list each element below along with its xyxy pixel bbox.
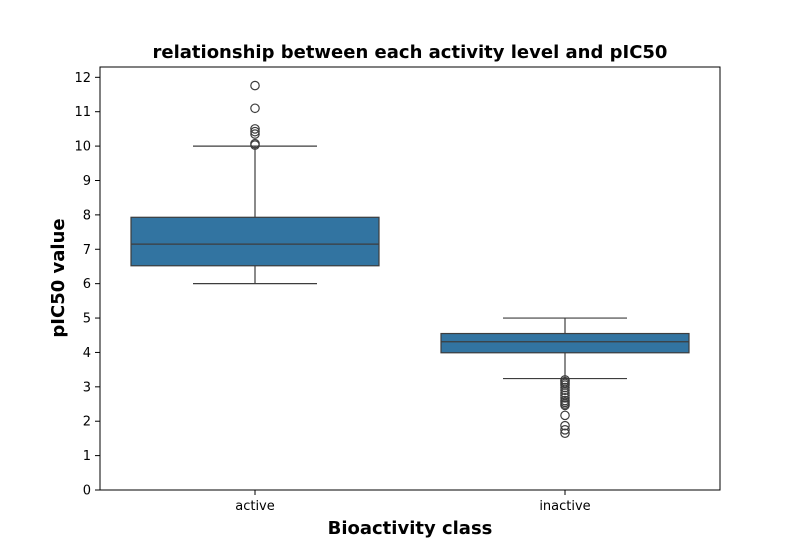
outlier-point bbox=[250, 129, 260, 139]
outlier-point bbox=[250, 80, 260, 91]
y-tick-label: 3 bbox=[83, 380, 91, 395]
outlier-point bbox=[560, 400, 570, 411]
plot-frame bbox=[99, 66, 721, 491]
y-tick-label: 1 bbox=[83, 449, 91, 464]
y-tick-label: 2 bbox=[83, 415, 91, 430]
outlier-point bbox=[250, 126, 260, 137]
outlier-point bbox=[560, 385, 570, 396]
y-tick-label: 8 bbox=[83, 208, 91, 223]
outlier-point bbox=[560, 428, 570, 439]
outlier-point bbox=[560, 410, 570, 421]
y-tick-label: 11 bbox=[74, 105, 91, 120]
x-axis: active inactive bbox=[235, 490, 591, 514]
outlier-point bbox=[560, 393, 570, 403]
x-tick-label: inactive bbox=[539, 499, 590, 514]
box-inactive bbox=[440, 317, 690, 439]
y-tick-label: 12 bbox=[74, 71, 91, 86]
y-axis-label: pIC50 value bbox=[48, 218, 69, 337]
iqr-box bbox=[130, 216, 380, 267]
y-tick-label: 5 bbox=[83, 312, 91, 327]
box-active bbox=[130, 80, 380, 285]
y-tick-label: 6 bbox=[83, 277, 91, 292]
y-tick-label: 10 bbox=[74, 140, 91, 155]
chart-title: relationship between each activity level… bbox=[153, 42, 668, 63]
outlier-point bbox=[560, 420, 570, 431]
y-tick-label: 7 bbox=[83, 243, 91, 258]
outlier-point bbox=[250, 103, 260, 114]
outlier-point bbox=[560, 425, 570, 435]
x-tick-label: active bbox=[235, 499, 275, 514]
x-axis-label: Bioactivity class bbox=[328, 518, 493, 539]
y-tick-label: 0 bbox=[83, 484, 91, 499]
outlier-point bbox=[250, 124, 260, 134]
y-tick-label: 4 bbox=[83, 346, 91, 361]
y-tick-label: 9 bbox=[83, 174, 91, 189]
iqr-box bbox=[440, 332, 690, 354]
box-series bbox=[130, 80, 690, 439]
outlier-point bbox=[250, 140, 260, 150]
outlier-point bbox=[560, 388, 570, 398]
